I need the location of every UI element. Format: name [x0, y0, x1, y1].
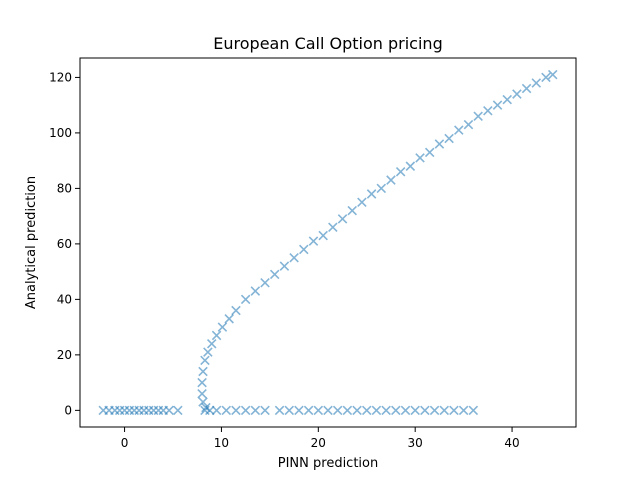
data-point-marker — [434, 139, 445, 149]
data-point-marker — [376, 183, 387, 194]
x-axis-ticks: 0 10 20 30 40 — [121, 427, 520, 450]
data-point-marker — [198, 366, 208, 377]
data-point-marker — [473, 111, 483, 122]
data-point-marker — [541, 72, 551, 83]
data-point-marker — [361, 405, 372, 416]
data-point-marker — [458, 405, 469, 416]
data-point-marker — [240, 405, 251, 416]
data-point-marker — [521, 83, 532, 94]
data-point-marker — [200, 355, 210, 366]
data-point-marker — [424, 147, 435, 158]
data-point-marker — [221, 405, 232, 416]
data-point-marker — [357, 197, 367, 208]
data-point-marker — [347, 205, 357, 216]
y-axis-ticks: 0 20 40 60 80 100 120 — [49, 70, 80, 417]
data-point-marker — [483, 105, 493, 116]
data-point-marker — [250, 405, 261, 416]
data-point-marker — [284, 405, 295, 416]
data-point-marker — [269, 269, 280, 280]
data-point-marker — [410, 405, 420, 416]
data-point-marker — [342, 405, 353, 416]
data-point-marker — [405, 161, 416, 171]
data-point-marker — [439, 405, 450, 416]
y-axis-label: Analytical prediction — [24, 176, 39, 309]
data-point-marker — [198, 397, 208, 407]
data-point-marker — [206, 339, 217, 349]
data-point-marker — [260, 405, 270, 416]
data-point-marker — [197, 377, 207, 388]
data-point-marker — [323, 405, 333, 416]
x-tick-label: 20 — [311, 436, 326, 450]
data-point-marker — [279, 261, 290, 271]
data-point-marker — [337, 214, 348, 224]
y-tick-label: 60 — [57, 237, 72, 251]
data-point-marker — [313, 405, 324, 416]
data-point-marker — [454, 125, 464, 135]
chart-title: European Call Option pricing — [213, 34, 442, 53]
y-tick-label: 120 — [49, 70, 72, 84]
data-point-marker — [512, 89, 522, 99]
plot-area-frame — [79, 57, 577, 428]
data-point-marker — [502, 94, 512, 105]
data-points — [98, 69, 558, 416]
data-point-marker — [366, 189, 377, 199]
data-point-marker — [429, 405, 440, 416]
data-point-marker — [173, 405, 183, 416]
data-point-marker — [381, 405, 391, 416]
y-tick-label: 20 — [57, 348, 72, 362]
data-point-marker — [303, 405, 314, 416]
data-point-marker — [164, 405, 174, 416]
x-tick-label: 10 — [214, 436, 229, 450]
data-point-marker — [444, 133, 454, 144]
data-point-marker — [294, 405, 304, 416]
data-point-marker — [211, 330, 222, 341]
data-point-marker — [352, 405, 362, 416]
data-point-marker — [386, 175, 396, 185]
x-axis-label: PINN prediction — [278, 456, 378, 471]
data-point-marker — [492, 100, 503, 110]
data-point-marker — [231, 305, 241, 316]
y-tick-label: 0 — [64, 403, 72, 417]
data-point-marker — [308, 236, 319, 246]
data-point-marker — [318, 230, 328, 241]
data-point-marker — [211, 405, 222, 416]
data-point-marker — [400, 405, 411, 416]
data-point-marker — [240, 294, 251, 305]
data-point-marker — [224, 314, 234, 324]
data-point-marker — [332, 405, 343, 416]
data-point-marker — [260, 277, 270, 288]
x-tick-label: 0 — [121, 436, 129, 450]
data-point-marker — [197, 388, 207, 399]
data-point-marker — [201, 402, 211, 413]
data-point-marker — [463, 119, 474, 130]
data-point-marker — [415, 153, 425, 163]
data-point-marker — [449, 405, 459, 416]
data-point-marker — [391, 405, 401, 416]
data-point-marker — [289, 252, 299, 263]
data-point-marker — [217, 322, 228, 332]
data-point-marker — [328, 222, 338, 233]
data-point-marker — [250, 286, 261, 296]
data-point-marker — [531, 78, 542, 88]
data-point-marker — [395, 166, 406, 177]
x-tick-label: 40 — [504, 436, 519, 450]
data-point-marker — [547, 69, 558, 80]
data-point-marker — [231, 405, 241, 416]
data-point-marker — [420, 405, 430, 416]
data-point-marker — [371, 405, 382, 416]
y-tick-label: 100 — [49, 126, 72, 140]
data-point-marker — [274, 405, 285, 416]
y-tick-label: 80 — [57, 181, 72, 195]
x-tick-label: 30 — [408, 436, 423, 450]
data-point-marker — [299, 244, 309, 255]
data-point-marker — [203, 347, 213, 357]
data-point-marker — [468, 405, 479, 416]
y-tick-label: 40 — [57, 292, 72, 306]
